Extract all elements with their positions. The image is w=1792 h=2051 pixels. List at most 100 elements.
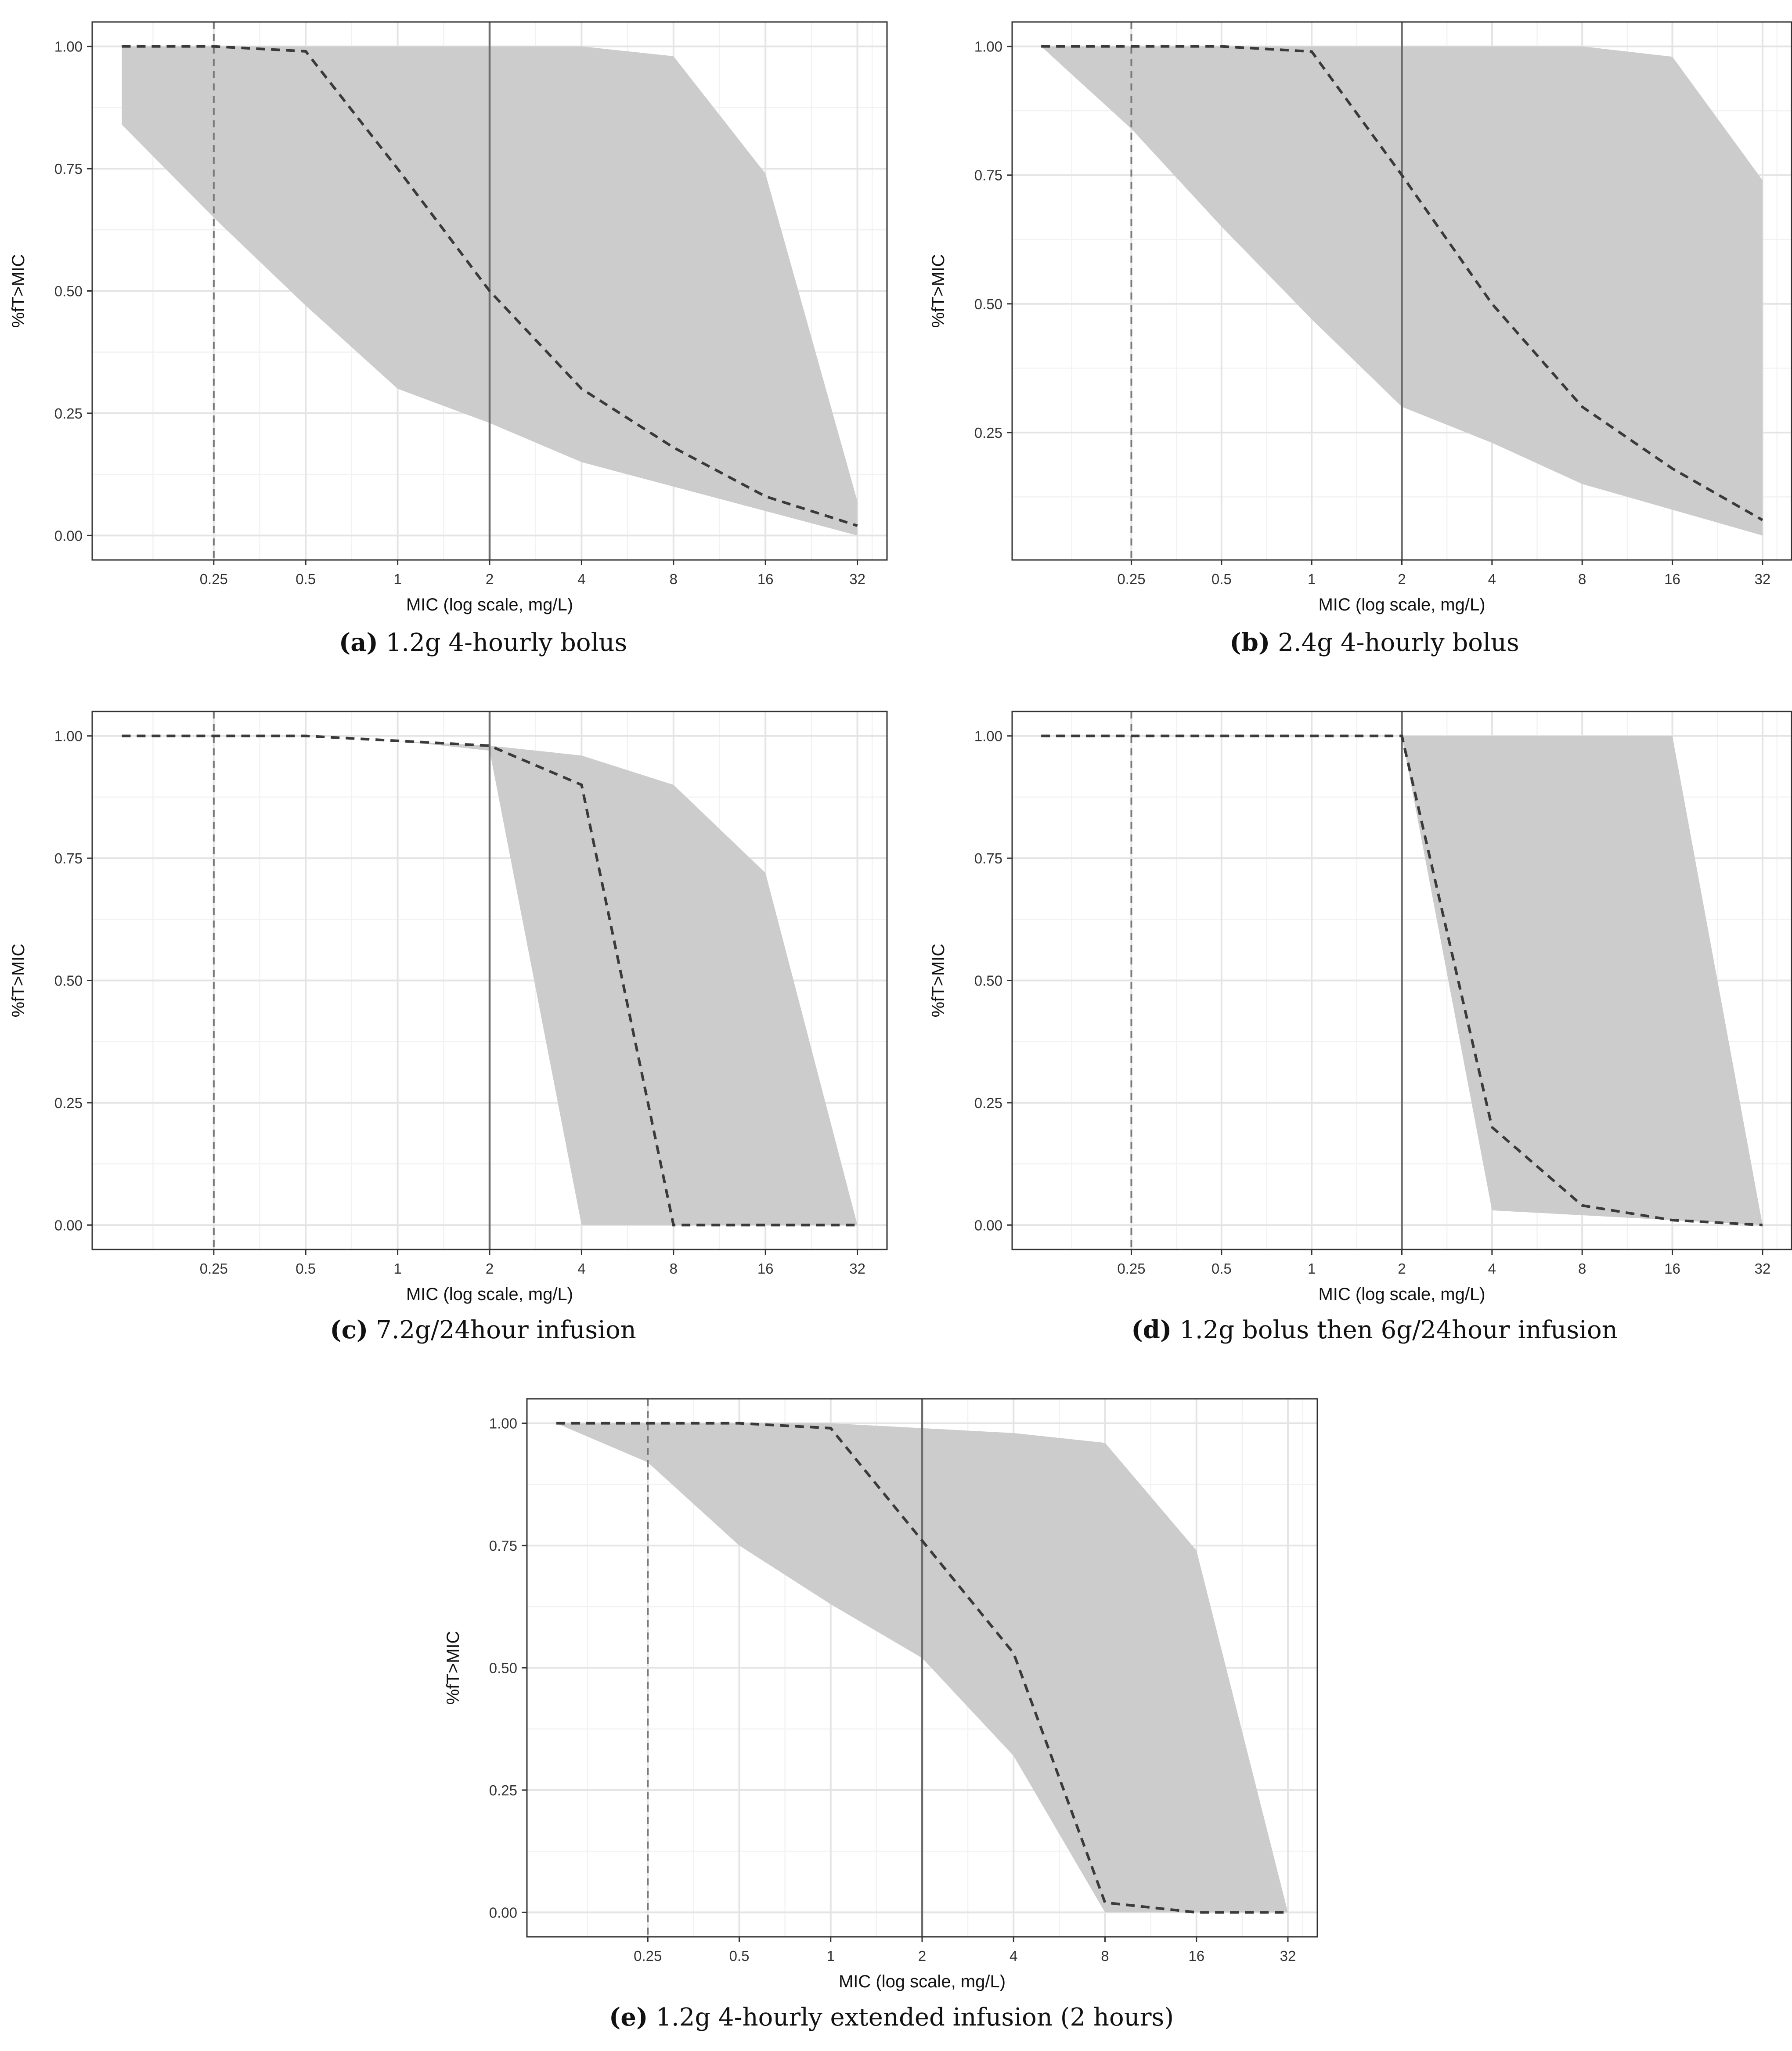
- x-tick-label: 2: [486, 1260, 494, 1277]
- x-tick-label: 0.25: [634, 1948, 662, 1964]
- y-axis-title: %fT>MIC: [929, 944, 948, 1018]
- x-tick-label: 0.5: [1211, 1260, 1232, 1277]
- x-tick-label: 32: [1755, 571, 1771, 587]
- caption-c: (c) 7.2g/24hour infusion: [330, 1315, 636, 1344]
- x-tick-label: 8: [1578, 571, 1586, 587]
- x-tick-label: 1: [827, 1948, 835, 1964]
- ribbon-upper-lower: [1041, 736, 1763, 1225]
- x-tick-label: 1: [393, 571, 401, 587]
- x-axis-title: MIC (log scale, mg/L): [839, 1972, 1006, 1991]
- x-tick-label: 4: [1488, 1260, 1496, 1277]
- x-tick-label: 16: [1188, 1948, 1204, 1964]
- y-tick-label: 0.00: [54, 527, 83, 544]
- y-tick-label: 0.75: [489, 1538, 517, 1554]
- caption-e: (e) 1.2g 4-hourly extended infusion (2 h…: [609, 2003, 1174, 2032]
- x-tick-label: 16: [757, 571, 774, 587]
- caption-text: 2.4g 4-hourly bolus: [1278, 628, 1519, 657]
- x-tick-label: 0.5: [296, 1260, 316, 1277]
- ribbon-upper-lower: [122, 736, 858, 1225]
- y-axis-title: %fT>MIC: [929, 254, 948, 328]
- y-tick-label: 1.00: [54, 728, 83, 744]
- y-tick-label: 1.00: [974, 728, 1002, 744]
- y-tick-label: 0.75: [54, 850, 83, 867]
- panel-e-chart: 0.25 0.5 1 2 4 8 16 32 0.00 0.25 0.50 0.75 1.00 MIC (…: [443, 1398, 1318, 1991]
- x-tick-label: 8: [670, 571, 678, 587]
- ribbon-upper-lower: [556, 1423, 1288, 1913]
- x-tick-label: 0.5: [729, 1948, 750, 1964]
- y-tick-label: 0.50: [974, 296, 1002, 312]
- y-tick-label: 0.50: [974, 973, 1002, 989]
- x-tick-label: 4: [1010, 1948, 1017, 1964]
- x-tick-label: 0.25: [1117, 1260, 1145, 1277]
- caption-a: (a) 1.2g 4-hourly bolus: [339, 628, 627, 657]
- y-tick-label: 0.25: [974, 425, 1002, 441]
- x-tick-label: 1: [1308, 571, 1316, 587]
- x-tick-label: 16: [757, 1260, 774, 1277]
- x-tick-label: 32: [1755, 1260, 1771, 1277]
- y-tick-label: 0.25: [54, 1095, 83, 1111]
- caption-label: (e): [609, 2003, 648, 2032]
- y-tick-label: 1.00: [489, 1415, 517, 1432]
- median-series-line: [556, 1422, 1288, 1914]
- x-tick-label: 4: [577, 571, 585, 587]
- y-tick-label: 0.00: [54, 1217, 83, 1233]
- x-tick-label: 32: [849, 1260, 865, 1277]
- y-tick-label: 0.25: [54, 405, 83, 422]
- x-tick-label: 4: [1488, 571, 1496, 587]
- y-tick-label: 0.50: [54, 283, 83, 300]
- x-axis-title: MIC (log scale, mg/L): [406, 595, 573, 614]
- x-tick-label: 16: [1664, 571, 1680, 587]
- caption-label: (b): [1230, 628, 1270, 657]
- x-tick-label: 0.5: [1211, 571, 1232, 587]
- caption-b: (b) 2.4g 4-hourly bolus: [1230, 628, 1519, 657]
- x-tick-label: 2: [918, 1948, 926, 1964]
- y-axis-title: %fT>MIC: [443, 1631, 463, 1705]
- x-tick-label: 2: [1398, 1260, 1406, 1277]
- y-tick-label: 1.00: [54, 39, 83, 55]
- x-axis-title: MIC (log scale, mg/L): [1318, 595, 1485, 614]
- x-tick-label: 32: [1280, 1948, 1296, 1964]
- x-tick-label: 0.25: [200, 571, 228, 587]
- x-tick-label: 32: [849, 571, 865, 587]
- x-tick-label: 0.5: [296, 571, 316, 587]
- y-tick-label: 0.75: [974, 850, 1002, 867]
- y-tick-label: 0.25: [974, 1095, 1002, 1111]
- caption-label: (a): [339, 628, 378, 657]
- caption-text: 7.2g/24hour infusion: [376, 1316, 636, 1344]
- x-tick-label: 2: [1398, 571, 1406, 587]
- caption-d: (d) 1.2g bolus then 6g/24hour infusion: [1131, 1315, 1618, 1344]
- caption-label: (d): [1131, 1315, 1172, 1344]
- median-series-line: [122, 734, 858, 1227]
- x-tick-label: 2: [486, 571, 494, 587]
- caption-label: (c): [330, 1315, 368, 1344]
- y-tick-label: 0.25: [489, 1782, 517, 1798]
- x-tick-label: 4: [577, 1260, 585, 1277]
- y-tick-label: 0.50: [54, 973, 83, 989]
- y-tick-label: 0.75: [54, 161, 83, 177]
- x-tick-label: 16: [1664, 1260, 1680, 1277]
- x-tick-label: 1: [1308, 1260, 1316, 1277]
- caption-text: 1.2g 4-hourly extended infusion (2 hours…: [656, 2003, 1174, 2032]
- y-tick-label: 0.50: [489, 1660, 517, 1676]
- x-axis-title: MIC (log scale, mg/L): [406, 1285, 573, 1304]
- x-tick-label: 0.25: [1117, 571, 1145, 587]
- y-tick-label: 1.00: [974, 39, 1002, 55]
- x-tick-label: 0.25: [200, 1260, 228, 1277]
- panel-c-chart: 0.25 0.5 1 2 4 8 16 32 0.00 0.25 0.50 0.75 1.00 MIC (…: [9, 711, 888, 1304]
- x-axis-title: MIC (log scale, mg/L): [1318, 1285, 1485, 1304]
- median-series-line: [1041, 734, 1763, 1227]
- y-tick-label: 0.00: [974, 1217, 1002, 1233]
- y-tick-label: 0.75: [974, 167, 1002, 184]
- x-tick-label: 8: [670, 1260, 678, 1277]
- panel-a-chart: 0.25 0.5 1 2 4 8 16 32 0.00 0.25 0.50 0.75 1.00 MIC (…: [9, 21, 888, 614]
- panel-b-chart: 0.25 0.5 1 2 4 8 16 32 0.25 0.50 0.75 1.00 MIC (log …: [929, 21, 1792, 614]
- y-axis-title: %fT>MIC: [9, 254, 28, 328]
- y-tick-label: 0.00: [489, 1904, 517, 1921]
- caption-text: 1.2g 4-hourly bolus: [386, 628, 627, 657]
- x-tick-label: 8: [1578, 1260, 1586, 1277]
- x-tick-label: 1: [393, 1260, 401, 1277]
- median-series-line: [122, 45, 858, 527]
- median-series-line: [1041, 45, 1763, 521]
- panel-d-chart: 0.25 0.5 1 2 4 8 16 32 0.00 0.25 0.50 0.75 1.00 MIC (…: [929, 711, 1792, 1304]
